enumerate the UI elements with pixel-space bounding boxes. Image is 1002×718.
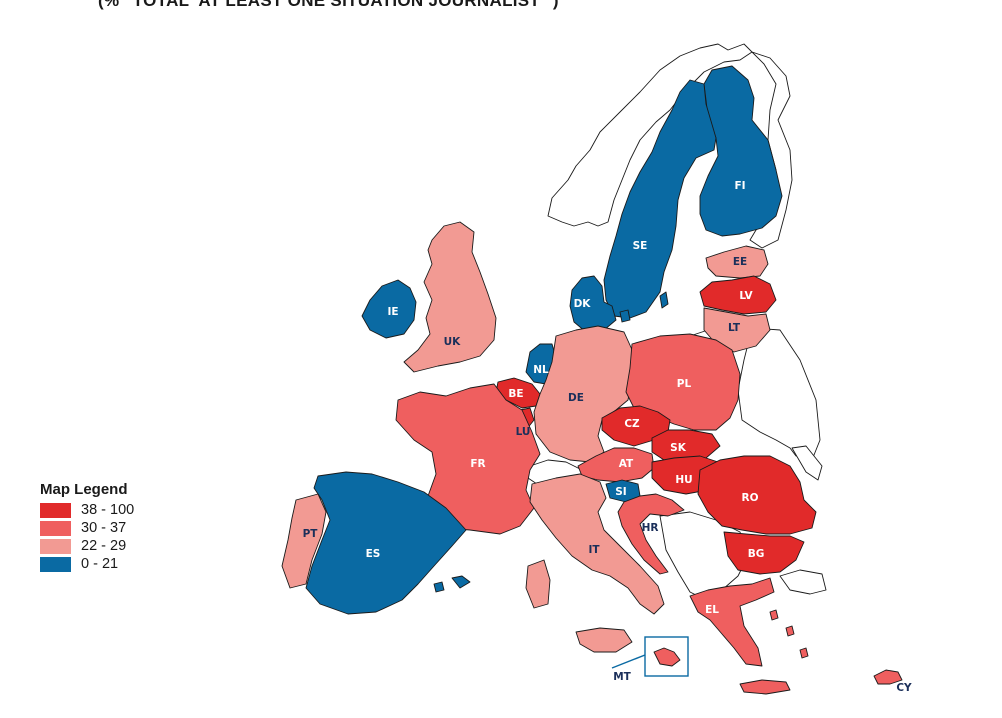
country-label-pt: PT [303, 528, 319, 540]
country-label-hr: HR [642, 522, 659, 534]
country-label-el: EL [705, 604, 719, 616]
country-label-lt: LT [728, 322, 741, 334]
country-label-cy: CY [896, 682, 912, 694]
country-label-hu: HU [675, 474, 692, 486]
country-label-fi: FI [734, 180, 745, 192]
country-sk[interactable] [651, 429, 721, 463]
country-el-islands [769, 609, 809, 659]
country-it[interactable] [529, 473, 665, 615]
malta-inset [611, 636, 689, 677]
moldova [791, 445, 823, 481]
country-uk[interactable] [403, 221, 497, 373]
country-ee[interactable] [705, 245, 769, 279]
country-es-balearic [433, 575, 471, 593]
country-ie[interactable] [361, 279, 417, 339]
country-label-cz: CZ [624, 418, 640, 430]
legend-swatch [40, 520, 71, 536]
legend-label: 0 - 21 [81, 556, 119, 572]
legend-item: 30 - 37 [40, 519, 134, 537]
country-bg[interactable] [723, 531, 805, 575]
legend-label: 30 - 37 [81, 520, 127, 536]
turkey-edge [779, 569, 827, 595]
country-label-nl: NL [533, 364, 549, 376]
country-pt[interactable] [281, 493, 327, 589]
country-label-at: AT [619, 458, 634, 470]
country-label-bg: BG [748, 548, 765, 560]
country-dk[interactable] [569, 275, 617, 333]
country-label-lv: LV [739, 290, 753, 302]
country-el[interactable] [689, 577, 775, 667]
country-ro[interactable] [697, 455, 817, 535]
country-hr[interactable] [617, 493, 685, 575]
country-de[interactable] [533, 325, 635, 463]
malta-pointer-line [611, 654, 646, 669]
country-label-ie: IE [387, 306, 398, 318]
country-label-mt: MT [613, 671, 631, 683]
country-label-de: DE [568, 392, 584, 404]
legend-swatch [40, 556, 71, 572]
malta-inset-frame [644, 636, 689, 677]
legend-item: 22 - 29 [40, 537, 134, 555]
country-cy[interactable] [873, 669, 903, 685]
country-it-sardinia[interactable] [525, 559, 551, 609]
country-label-be: BE [508, 388, 523, 400]
country-mt[interactable] [653, 647, 681, 667]
country-label-sk: SK [670, 442, 687, 454]
norway [547, 43, 753, 227]
legend-label: 38 - 100 [81, 502, 135, 518]
map-legend: Map Legend 38 - 100 30 - 37 22 - 29 0 - 21 [40, 481, 134, 573]
country-label-si: SI [615, 486, 626, 498]
country-label-it: IT [588, 544, 600, 556]
country-se-gotland [659, 291, 669, 309]
country-label-lu: LU [516, 426, 531, 438]
country-label-se: SE [633, 240, 648, 252]
country-label-es: ES [366, 548, 381, 560]
country-lv[interactable] [699, 275, 777, 315]
country-label-ro: RO [741, 492, 758, 504]
country-labels: FI SE EE LV LT DK IE UK NL BE LU DE PL CZ SK AT HU SI HR RO… [303, 180, 912, 694]
country-es[interactable] [305, 471, 467, 615]
legend-items: 38 - 100 30 - 37 22 - 29 0 - 21 [40, 501, 134, 573]
legend-swatch [40, 538, 71, 554]
country-dk-islands [619, 309, 631, 323]
country-label-dk: DK [574, 298, 592, 310]
legend-title: Map Legend [40, 481, 128, 498]
country-lt[interactable] [703, 307, 771, 353]
country-label-fr: FR [470, 458, 485, 470]
legend-swatch [40, 502, 71, 518]
legend-item: 38 - 100 [40, 501, 134, 519]
country-el-crete[interactable] [739, 679, 791, 695]
country-pl[interactable] [625, 333, 741, 431]
country-label-uk: UK [444, 336, 462, 348]
map-title: (% "TOTAL 'AT LEAST ONE SITUATION JOURNA… [98, 0, 559, 10]
islands [433, 291, 809, 659]
country-fi[interactable] [699, 65, 783, 237]
country-label-pl: PL [677, 378, 692, 390]
legend-label: 22 - 29 [81, 538, 127, 554]
country-label-ee: EE [733, 256, 747, 268]
legend-item: 0 - 21 [40, 555, 134, 573]
country-it-sicily[interactable] [575, 627, 633, 653]
